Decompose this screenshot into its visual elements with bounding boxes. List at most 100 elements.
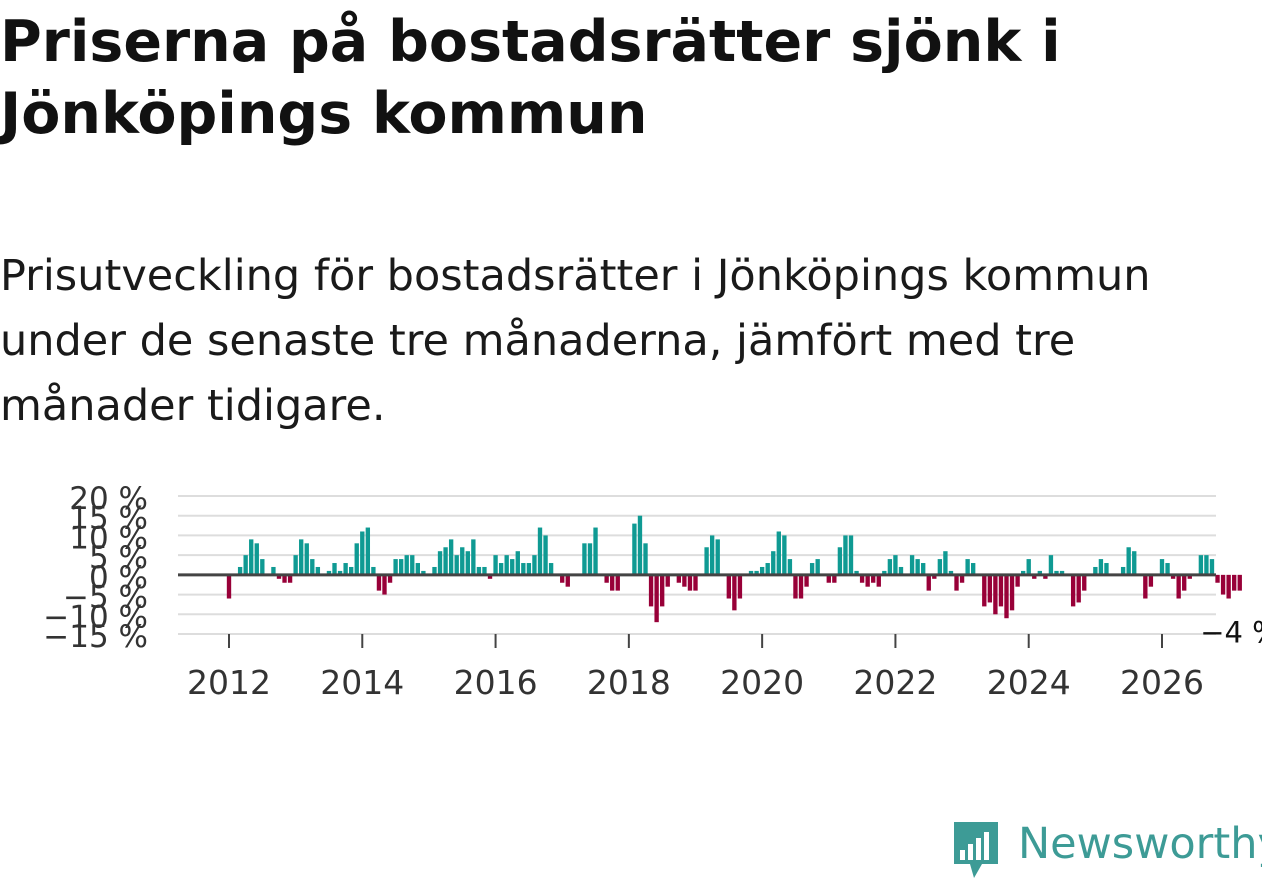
bar [759, 566, 765, 575]
bar [565, 574, 570, 587]
bar [1043, 574, 1048, 579]
bar [865, 574, 870, 587]
bar [815, 559, 820, 575]
bar [587, 543, 593, 575]
bar [859, 574, 865, 583]
bar [604, 574, 609, 583]
bar [1104, 563, 1109, 575]
bar [1120, 566, 1126, 575]
x-tick-label: 2020 [720, 663, 804, 700]
bar [937, 559, 943, 575]
bar [543, 535, 548, 575]
bar [1220, 574, 1226, 595]
chart-title: Priserna på bostadsrätter sjönk i Jönköp… [0, 9, 1061, 147]
bar [421, 570, 426, 575]
bar [682, 574, 687, 587]
bar [882, 570, 887, 575]
bar [448, 539, 454, 575]
bar [1037, 570, 1042, 575]
bar [371, 566, 376, 575]
bar [537, 527, 543, 575]
bar [287, 574, 293, 583]
bar [982, 574, 987, 607]
bar [254, 543, 259, 575]
bar [493, 555, 498, 575]
bar [304, 543, 309, 575]
bar [1198, 555, 1204, 575]
bar [1126, 547, 1131, 575]
bar [1004, 574, 1009, 619]
bar [471, 539, 476, 575]
bar [1020, 570, 1026, 575]
bar [1082, 574, 1087, 591]
bar [932, 574, 937, 579]
newsworthy-logo-text: Newsworthy [1018, 819, 1262, 869]
bar [1032, 574, 1037, 579]
y-tick-label: 10 % [69, 520, 148, 556]
bar [898, 566, 904, 575]
bar [921, 563, 926, 575]
bar [504, 555, 509, 575]
bar [1176, 574, 1181, 599]
bar [948, 570, 954, 575]
bar [848, 535, 854, 575]
bar [354, 543, 359, 575]
bar [515, 551, 520, 575]
bar [793, 574, 798, 599]
bar [737, 574, 743, 599]
annotation-label: −4 % [1200, 616, 1262, 650]
bar [454, 555, 459, 575]
bar [709, 535, 715, 575]
bar [776, 531, 781, 575]
bar [732, 574, 737, 611]
newsworthy-logo: Newsworthy [950, 818, 1262, 878]
x-tick-label: 2016 [454, 663, 538, 700]
bar [510, 559, 515, 575]
bar [1093, 566, 1098, 575]
last-value-annotation: −4 % [1200, 616, 1262, 650]
y-tick-label: 15 % [69, 501, 148, 537]
bar [782, 535, 787, 575]
bars [226, 515, 1242, 623]
bar [249, 539, 254, 575]
y-tick-label: 5 % [89, 540, 148, 576]
bar [804, 574, 809, 587]
x-tick-label: 2018 [587, 663, 671, 700]
x-tick-label: 2012 [187, 663, 271, 700]
bar [954, 574, 959, 591]
bar [1015, 574, 1020, 587]
y-tick-label: −10 % [43, 599, 148, 635]
bar [1026, 559, 1031, 575]
bar [1182, 574, 1187, 591]
bar [376, 574, 382, 591]
bar [993, 574, 998, 615]
bar [943, 551, 948, 575]
bar [1076, 574, 1081, 603]
bar [660, 574, 665, 607]
bar [832, 574, 837, 583]
bar [1143, 574, 1148, 599]
bar [315, 566, 321, 575]
bar [676, 574, 682, 583]
bar [1054, 570, 1059, 575]
bar [260, 559, 265, 575]
bar [1059, 570, 1065, 575]
bar [959, 574, 965, 583]
bar [460, 547, 465, 575]
bar [498, 563, 504, 575]
gridlines [178, 495, 1216, 635]
bar [704, 547, 709, 575]
bar [971, 563, 976, 575]
bar [765, 563, 770, 575]
bar [632, 523, 637, 575]
bar [593, 527, 598, 575]
bar [909, 555, 915, 575]
bar [643, 543, 648, 575]
bar [1148, 574, 1154, 587]
bar [998, 574, 1004, 607]
bar [915, 559, 920, 575]
bar [1226, 574, 1231, 599]
bar [487, 574, 493, 579]
bar [665, 574, 670, 587]
x-tick-label: 2024 [987, 663, 1071, 700]
